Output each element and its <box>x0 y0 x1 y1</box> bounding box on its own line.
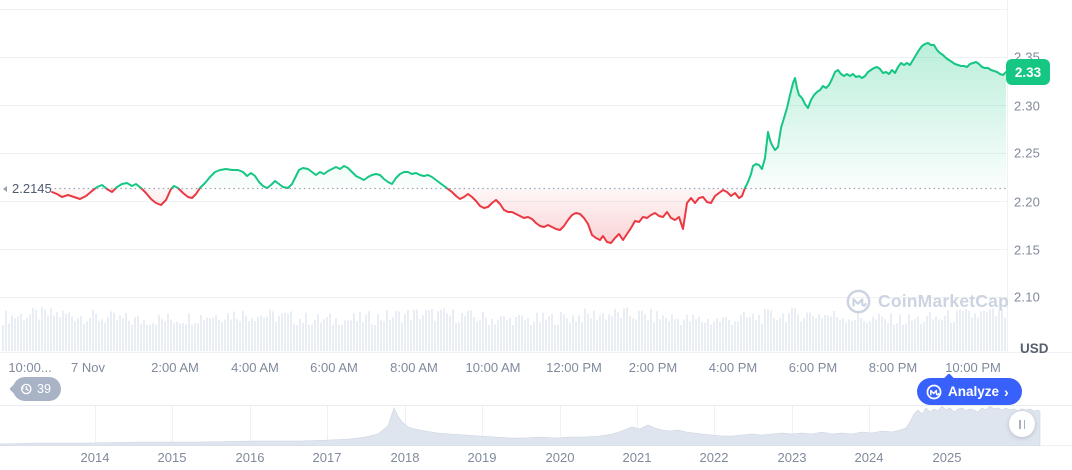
history-clock-icon <box>21 383 32 395</box>
year-axis-label[interactable]: 2015 <box>157 450 187 465</box>
x-axis-tick-label: 8:00 PM <box>868 360 918 375</box>
drag-grip-icon <box>1019 419 1021 429</box>
year-axis-label[interactable]: 2014 <box>80 450 110 465</box>
current-price-badge: 2.33 <box>1006 59 1050 85</box>
chevron-right-icon: › <box>1004 383 1009 400</box>
x-axis-tick-label: 2:00 PM <box>628 360 678 375</box>
x-axis-tick-label: 7 Nov <box>71 360 105 375</box>
year-axis-label[interactable]: 2019 <box>467 450 497 465</box>
currency-label: USD <box>1020 341 1049 356</box>
x-axis-tick-label: 10:00 AM <box>465 360 521 375</box>
year-axis-label[interactable]: 2022 <box>699 450 729 465</box>
year-axis-label[interactable]: 2021 <box>622 450 652 465</box>
navigator-drag-handle[interactable] <box>1009 411 1035 437</box>
navigator-area-chart <box>0 406 1041 446</box>
drag-grip-icon <box>1023 419 1025 429</box>
coinmarketcap-watermark-icon <box>846 289 871 314</box>
x-axis-tick-label: 4:00 AM <box>231 360 279 375</box>
year-axis-label[interactable]: 2016 <box>235 450 265 465</box>
x-axis-tick-label: 2:00 AM <box>151 360 199 375</box>
x-axis-tick-label: 10:00 PM <box>945 360 1001 375</box>
timeline-navigator[interactable] <box>0 405 1072 446</box>
year-axis-label[interactable]: 2020 <box>545 450 575 465</box>
year-axis-label[interactable]: 2024 <box>854 450 884 465</box>
y-axis-tick-label: 2.20 <box>1014 194 1041 210</box>
baseline-price-label: 2.2145 <box>3 181 52 196</box>
analyze-button-label: Analyze <box>948 384 1000 399</box>
year-axis-label[interactable]: 2018 <box>390 450 420 465</box>
y-axis-tick-label: 2.30 <box>1014 98 1041 114</box>
baseline-price-value: 2.2145 <box>12 181 52 196</box>
y-axis-tick-label: 2.15 <box>1014 242 1041 258</box>
x-axis-tick-label: 6:00 PM <box>788 360 838 375</box>
y-axis-tick-label: 2.10 <box>1014 289 1041 305</box>
history-badge[interactable]: 39 <box>9 377 61 401</box>
x-axis-tick-label: 4:00 PM <box>708 360 758 375</box>
history-badge-count: 39 <box>37 382 51 396</box>
year-axis-label[interactable]: 2023 <box>777 450 807 465</box>
year-axis-label[interactable]: 2017 <box>312 450 342 465</box>
baseline-marker-icon <box>3 185 7 192</box>
y-axis-tick-label: 2.25 <box>1014 145 1041 161</box>
coinmarketcap-watermark-text: CoinMarketCap <box>878 291 1009 311</box>
coinmarketcap-watermark: CoinMarketCap <box>846 289 1009 314</box>
price-chart-canvas[interactable] <box>0 0 1072 405</box>
analyze-button[interactable]: Analyze › <box>917 373 1022 405</box>
coinmarketcap-logo-icon <box>926 384 942 399</box>
x-axis-tick-label: 8:00 AM <box>390 360 438 375</box>
x-axis-tick-label: 6:00 AM <box>310 360 358 375</box>
x-axis-tick-label: 12:00 PM <box>546 360 602 375</box>
x-axis-tick-label: 10:00... <box>8 360 52 375</box>
year-axis-label[interactable]: 2025 <box>932 450 962 465</box>
